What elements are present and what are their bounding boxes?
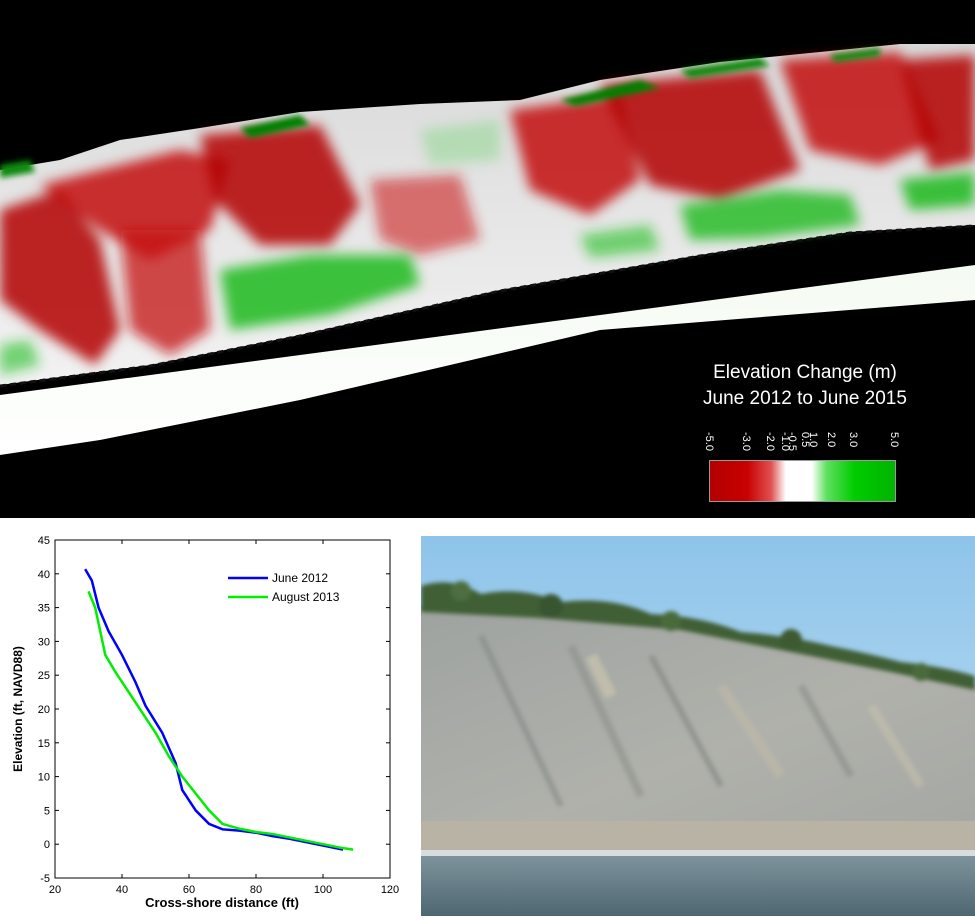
x-tick-label: 60 xyxy=(183,884,195,896)
x-tick-label: 40 xyxy=(116,884,128,896)
y-tick-label: 25 xyxy=(38,670,50,682)
colorbar-tick-label: -5.0 xyxy=(703,432,715,451)
y-tick-label: 40 xyxy=(38,569,50,581)
y-tick-label: 30 xyxy=(38,636,50,648)
colorbar-tick-label: 2.0 xyxy=(825,432,838,448)
y-axis-label: Elevation (ft, NAVD88) xyxy=(11,646,25,772)
legend-label: June 2012 xyxy=(272,571,328,585)
y-tick-label: -5 xyxy=(40,873,50,885)
series-line-august-2013 xyxy=(87,590,354,851)
profile-chart: 20 40 60 80 100 120 -5 0 5 10 15 20 25 30 35 40 45 June … xyxy=(11,535,399,910)
x-tick-label: 20 xyxy=(49,884,61,896)
legend-title-line-1: Elevation Change (m) xyxy=(713,362,897,383)
x-tick-label: 120 xyxy=(381,884,399,896)
y-tick-label: 10 xyxy=(38,772,50,784)
y-tick-label: 5 xyxy=(44,805,50,817)
colorbar-tick-label: 5.0 xyxy=(888,432,900,448)
vegetation-top xyxy=(421,581,975,690)
legend-title: Elevation Change (m) June 2012 to June 2… xyxy=(660,360,950,412)
plot-area xyxy=(54,539,391,879)
axis-ticks: 20 40 60 80 100 120 -5 0 5 10 15 20 25 30 35 40 45 xyxy=(38,535,399,896)
colorbar-tick-label: -0.5 xyxy=(786,432,799,451)
beach-surface xyxy=(0,265,975,455)
bluff-toe-shadow xyxy=(0,224,975,388)
colorbar-tick-label: 3.0 xyxy=(847,432,860,448)
profile-chart-panel: 20 40 60 80 100 120 -5 0 5 10 15 20 25 30 35 40 45 June … xyxy=(0,520,405,916)
legend: June 2012 August 2013 xyxy=(228,571,340,604)
x-tick-label: 80 xyxy=(250,884,262,896)
series-lines xyxy=(84,568,354,851)
bluff-3d-render xyxy=(0,44,975,455)
legend-label: August 2013 xyxy=(272,590,340,604)
bluff-photo-drawing xyxy=(421,536,975,916)
x-tick-label: 100 xyxy=(314,884,332,896)
legend-title-line-2: June 2012 to June 2015 xyxy=(703,388,907,409)
series-line-june-2012 xyxy=(84,568,344,851)
y-tick-label: 45 xyxy=(38,535,50,547)
colorbar-tick-label: -2.0 xyxy=(764,432,777,451)
bluff-photo xyxy=(421,536,975,916)
surf-line xyxy=(421,850,975,858)
y-tick-label: 15 xyxy=(38,738,50,750)
water xyxy=(421,856,975,916)
y-tick-label: 0 xyxy=(44,839,50,851)
erosion-patches xyxy=(0,52,975,365)
colorbar-tick-label: -3.0 xyxy=(740,432,752,451)
elevation-change-map: Elevation Change (m) June 2012 to June 2… xyxy=(0,0,975,518)
y-tick-label: 20 xyxy=(38,704,50,716)
accretion-patches xyxy=(0,120,975,375)
beach xyxy=(421,821,975,851)
y-tick-label: 35 xyxy=(38,603,50,615)
colorbar-tick-label: 1.0 xyxy=(806,432,819,448)
bluff-top-rim xyxy=(0,48,880,178)
x-axis-label: Cross-shore distance (ft) xyxy=(145,895,299,910)
colorbar xyxy=(709,460,896,502)
cliff-streaks xyxy=(478,634,925,808)
